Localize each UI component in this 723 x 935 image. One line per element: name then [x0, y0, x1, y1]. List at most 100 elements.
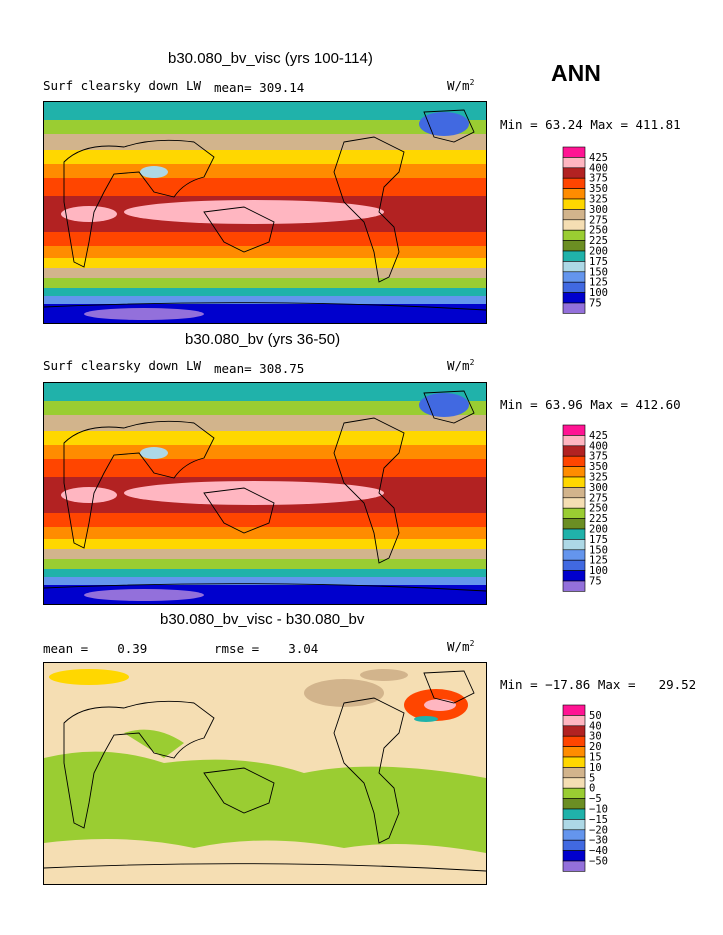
colorbar-box [563, 435, 585, 445]
season-label: ANN [551, 60, 601, 87]
colorbar-box [563, 199, 585, 209]
antarctic-min [84, 308, 204, 320]
band-s-mid [44, 549, 486, 559]
min-label: Min = [500, 117, 538, 132]
colorbar-box [563, 539, 585, 549]
panel-3-mean-label: mean = [43, 641, 88, 656]
colorbar-box [563, 147, 585, 157]
panel-1-minmax: Min = 63.24 Max = 411.81 [500, 117, 681, 132]
panel-1-map-svg [44, 102, 486, 323]
panel-2-mean: mean= 308.75 [214, 361, 304, 376]
colorbar-box [563, 241, 585, 251]
antarctic-min [84, 589, 204, 601]
band-s-mid [44, 268, 486, 278]
colorbar-box [563, 189, 585, 199]
band-n-mid [44, 134, 486, 150]
warm-pool-2 [61, 487, 117, 503]
band-n-sub2 [44, 164, 486, 178]
colorbar-box [563, 446, 585, 456]
panel-2-minmax: Min = 63.96 Max = 412.60 [500, 397, 681, 412]
colorbar-box [563, 293, 585, 303]
colorbar-box [563, 529, 585, 539]
colorbar-box [563, 220, 585, 230]
colorbar-box [563, 519, 585, 529]
band-s-hi [44, 278, 486, 288]
units-power: 2 [470, 78, 475, 87]
band-arctic [44, 102, 486, 120]
panel-2-map-svg [44, 383, 486, 604]
colorbar-box [563, 799, 585, 809]
panel-3-colorbar-svg: 50403020151050−5−10−15−20−30−40−50 [562, 704, 652, 879]
colorbar-box [563, 757, 585, 767]
max-label: Max = [590, 397, 628, 412]
colorbar-box [563, 425, 585, 435]
colorbar-box [563, 747, 585, 757]
min-value: 63.96 [545, 397, 583, 412]
colorbar-box [563, 560, 585, 570]
colorbar-box [563, 303, 585, 313]
panel-1-variable-label: Surf clearsky down LW [43, 78, 201, 93]
max-label: Max = [590, 117, 628, 132]
band-s-sub1 [44, 246, 486, 258]
band-n-sub2 [44, 445, 486, 459]
band-n-sub1 [44, 431, 486, 445]
units-text: W/m [447, 358, 470, 373]
colorbar-box [563, 851, 585, 861]
colorbar-box [563, 251, 585, 261]
colorbar-box [563, 715, 585, 725]
colorbar-box [563, 726, 585, 736]
pos-arctic-2 [360, 669, 408, 681]
panel-3-mean-value: 0.39 [117, 641, 147, 656]
panel-3-rmse: rmse = 3.04 [214, 641, 318, 656]
colorbar-box [563, 157, 585, 167]
max-label: Max = [598, 677, 636, 692]
colorbar-box [563, 581, 585, 591]
colorbar-box [563, 830, 585, 840]
colorbar-box [563, 809, 585, 819]
min-label: Min = [500, 677, 538, 692]
panel-1-title: b30.080_bv_visc (yrs 100-114) [168, 50, 373, 67]
panel-3-mean: mean = 0.39 [43, 641, 147, 656]
band-arctic [44, 383, 486, 401]
min-value: 63.24 [545, 117, 583, 132]
colorbar-box [563, 736, 585, 746]
panel-1-colorbar-svg: 4254003753503253002752502252001751501251… [562, 146, 652, 321]
tibet-min [140, 447, 168, 459]
panel-1-units: W/m2 [447, 78, 474, 93]
panel-2-map [43, 382, 487, 605]
colorbar-tick-label: −50 [589, 856, 608, 868]
panel-3-units: W/m2 [447, 639, 474, 654]
colorbar-box [563, 571, 585, 581]
units-text: W/m [447, 78, 470, 93]
colorbar-box [563, 168, 585, 178]
panel-3-map [43, 662, 487, 885]
warm-pool-2 [61, 206, 117, 222]
panel-2-variable-label: Surf clearsky down LW [43, 358, 201, 373]
neg-gulf [414, 716, 438, 722]
colorbar-box [563, 508, 585, 518]
units-power: 2 [470, 358, 475, 367]
min-value: −17.86 [545, 677, 590, 692]
colorbar-tick-label: 75 [589, 298, 602, 310]
min-label: Min = [500, 397, 538, 412]
panel-3-rmse-label: rmse = [214, 641, 259, 656]
panel-3-title: b30.080_bv_visc - b30.080_bv [160, 611, 364, 628]
colorbar-box [563, 178, 585, 188]
greenland-min [419, 393, 469, 417]
band-s-sub2 [44, 258, 486, 268]
colorbar-box [563, 282, 585, 292]
units-power: 2 [470, 639, 475, 648]
colorbar-box [563, 819, 585, 829]
panel-2-mean-label: mean= [214, 361, 252, 376]
band-s-sub2 [44, 539, 486, 549]
panel-1-colorbar: 425 400 375 350 325 300 275 250 225 200 175 150 125 1… [562, 146, 652, 326]
colorbar-box [563, 272, 585, 282]
band-s-polar1 [44, 569, 486, 577]
panel-2-colorbar: 425 400 375 350 325 300 275 250 225 200 175 150 125 1… [562, 424, 652, 604]
units-text: W/m [447, 639, 470, 654]
band-n-sub1 [44, 150, 486, 164]
colorbar-box [563, 498, 585, 508]
panel-3-map-svg [44, 663, 486, 884]
band-s-polar1 [44, 288, 486, 296]
panel-2-mean-value: 308.75 [259, 361, 304, 376]
